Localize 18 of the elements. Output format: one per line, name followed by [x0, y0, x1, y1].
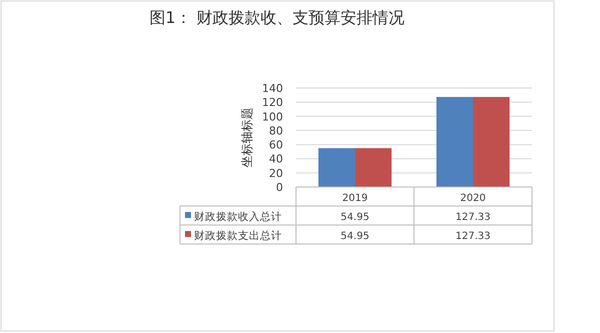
legend-label: 财政拨款支出总计	[194, 229, 282, 242]
data-label: 54.95	[340, 231, 370, 242]
y-tick-label: 60	[269, 138, 283, 152]
y-tick-label: 20	[269, 166, 283, 180]
chart-title: 图1： 财政拨款收、支预算安排情况	[149, 8, 405, 27]
y-tick-label: 80	[269, 124, 283, 138]
data-label: 127.33	[456, 231, 490, 242]
y-tick-label: 120	[262, 96, 283, 110]
data-label: 127.33	[456, 212, 490, 223]
y-tick-label: 40	[269, 152, 283, 166]
x-tick-label: 2019	[342, 193, 368, 204]
y-tick-label: 0	[276, 181, 283, 194]
data-label: 54.95	[340, 212, 370, 223]
y-axis-title: 坐标轴标题	[240, 108, 254, 168]
x-tick-label: 2020	[460, 193, 486, 204]
y-tick-label: 100	[262, 110, 283, 124]
y-tick-label: 140	[262, 82, 283, 95]
legend-label: 财政拨款收入总计	[194, 210, 282, 223]
